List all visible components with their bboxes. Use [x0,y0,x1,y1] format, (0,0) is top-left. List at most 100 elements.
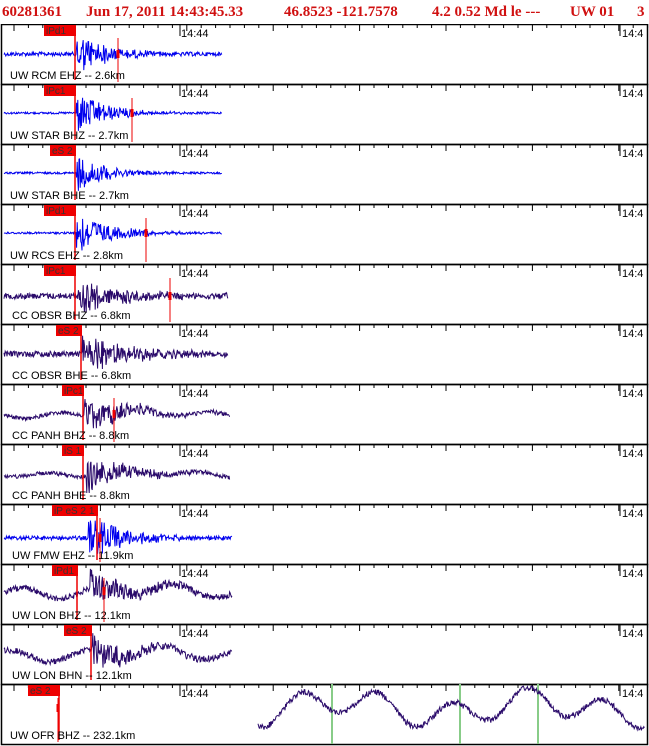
pick-marker[interactable] [44,25,76,36]
time-marker-right: 14:4 [622,268,643,280]
station-label: CC PANH BHZ -- 8.8km [12,430,129,442]
coda-marker-tick [116,50,120,58]
station-label: UW LON BHN -- 12.1km [12,670,132,682]
pick-label: iPc1 [46,266,66,277]
coda-marker-tick [130,109,134,117]
time-marker: 14:44 [181,628,209,640]
time-marker-right: 14:4 [622,508,643,520]
trace-row: 14:44 14:4 iPd1 UW RCM EHZ -- 2.6km [0,24,649,86]
station-label: UW OFR BHZ -- 232.1km [10,730,135,742]
time-marker: 14:44 [181,28,209,40]
pick-label: eS 2 [30,686,51,697]
time-marker-right: 14:4 [622,448,643,460]
trace-row: 14:44 14:4 iPc1 CC PANH BHZ -- 8.8km [0,383,649,446]
pick-label: eS 2 [52,146,73,157]
waveform [3,520,233,554]
station-label: UW LON BHZ -- 12.1km [12,610,131,622]
pick-label: iPd1 [46,26,66,37]
time-marker: 14:44 [181,208,209,220]
station-label: UW STAR BHZ -- 2.7km [10,130,128,142]
pick-label: iS 1 [64,446,82,457]
waveform [3,460,231,494]
trace-row: 14:44 14:4 iPd1 UW RCS EHZ -- 2.8km [0,203,649,266]
time-marker-right: 14:4 [622,148,643,160]
station-label: CC OBSR BHZ -- 6.8km [12,310,131,322]
coda-marker-tick [168,292,172,300]
trace-row: 14:44 14:4 iPc1 UW STAR BHZ -- 2.7km [0,83,649,146]
trace-row: 14:44 14:4 iS 1 CC PANH BHE -- 8.8km [0,443,649,506]
waveform [3,40,223,71]
time-marker: 14:44 [181,388,209,400]
time-marker-right: 14:4 [622,628,643,640]
pick-marker[interactable] [28,685,60,696]
station-label: UW RCM EHZ -- 2.6km [10,70,125,82]
trace-row: 14:44 14:4 eS 2 UW STAR BHE -- 2.7km [0,143,649,206]
station-label: UW RCS EHZ -- 2.8km [10,250,123,262]
trace-row: 14:44 14:4 iP eS 2 1 UW FMW EHZ -- 11.9km [0,503,649,566]
waveform [257,685,645,732]
pick-marker[interactable] [56,325,82,336]
time-marker: 14:44 [181,688,209,700]
pick-label: iPc1 [64,386,84,397]
time-marker-right: 14:4 [622,208,643,220]
waveform [3,399,231,429]
pick-label: eS 2 [58,326,79,337]
network-code: UW 01 [570,4,615,20]
waveform [3,158,223,191]
time-marker: 14:44 [181,268,209,280]
event-location: 46.8523 -121.7578 [284,4,398,20]
time-marker-right: 14:4 [622,568,643,580]
pick-label: iPd1 [54,566,74,577]
header-extra: 3 [637,4,645,20]
time-marker-right: 14:4 [622,328,643,340]
pick-marker[interactable] [44,265,76,276]
coda-marker-tick [144,229,148,237]
pick-marker[interactable] [64,625,92,636]
time-marker-right: 14:4 [622,28,643,40]
pick-marker[interactable] [62,445,84,456]
pick-marker[interactable] [44,85,76,96]
coda-marker-tick [56,704,60,712]
pick-marker[interactable] [52,505,98,516]
time-marker-right: 14:4 [622,688,643,700]
coda-marker-tick [112,410,116,418]
pick-marker[interactable] [52,565,78,576]
station-label: CC OBSR BHE -- 6.8km [12,370,131,382]
pick-marker[interactable] [44,205,76,216]
waveform [3,568,233,602]
station-label: UW STAR BHE -- 2.7km [10,190,129,202]
pick-marker[interactable] [62,385,84,396]
pick-label: iPd1 [46,206,66,217]
time-marker: 14:44 [181,568,209,580]
time-marker: 14:44 [181,508,209,520]
time-marker-right: 14:4 [622,388,643,400]
waveform [3,335,229,370]
pick-label: iPc1 [46,86,66,97]
event-magnitude: 4.2 0.52 Md le --- [432,4,541,20]
time-marker: 14:44 [181,328,209,340]
coda-marker-tick [98,534,102,542]
time-marker: 14:44 [181,88,209,100]
trace-frame [0,683,649,746]
station-label: UW FMW EHZ -- 11.9km [12,550,133,562]
event-id: 60281361 [2,4,62,20]
trace-row: 14:44 14:4 iPd1 UW LON BHZ -- 12.1km [0,563,649,626]
pick-label: iP eS 2 1 [54,506,95,517]
event-datetime: Jun 17, 2011 14:43:45.33 [86,4,244,20]
waveform [3,633,233,668]
trace-row: 14:44 14:4 eS 2 UW LON BHN -- 12.1km [0,623,649,686]
trace-row: 14:44 14:4 eS 2 CC OBSR BHE -- 6.8km [0,323,649,386]
coda-marker-tick [102,587,106,595]
waveform [3,218,222,251]
time-marker: 14:44 [181,148,209,160]
time-marker-right: 14:4 [622,88,643,100]
pick-label: eS 2 [66,626,87,637]
station-label: CC PANH BHE -- 8.8km [12,490,130,502]
waveform [3,97,223,131]
pick-marker[interactable] [50,145,76,156]
trace-row: 14:44 14:4 eS 2 UW OFR BHZ -- 232.1km [0,683,649,746]
trace-row: 14:44 14:4 iPc1 CC OBSR BHZ -- 6.8km [0,263,649,326]
event-header: 60281361 Jun 17, 2011 14:43:45.33 46.852… [0,0,649,24]
time-marker: 14:44 [181,448,209,460]
